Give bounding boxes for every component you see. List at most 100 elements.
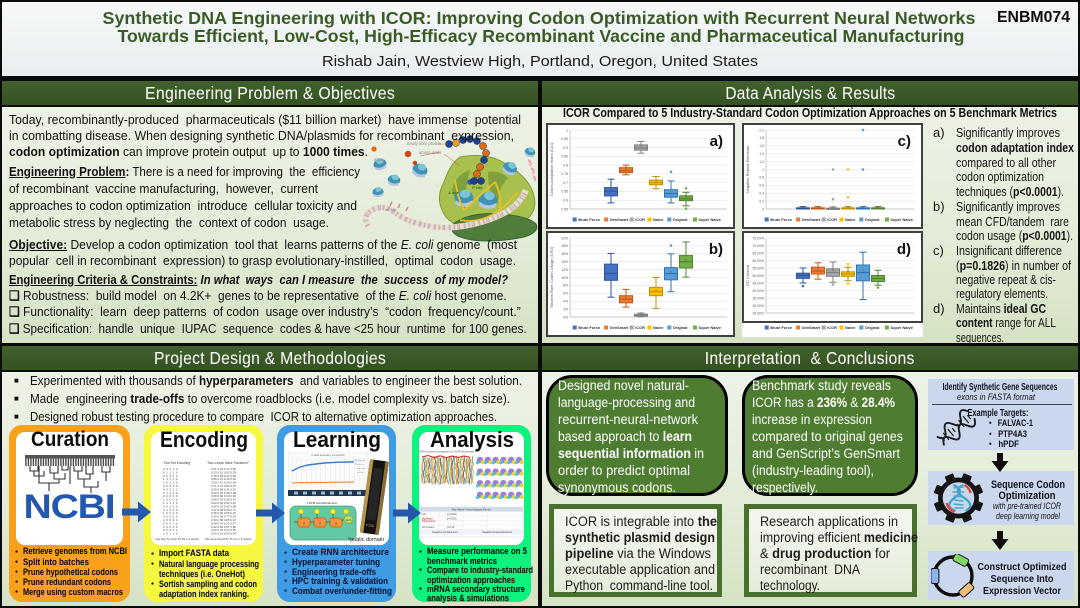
svg-text:GenSmart: GenSmart <box>802 325 821 330</box>
svg-text:1.6: 1.6 <box>759 144 764 148</box>
svg-text:P site: P site <box>472 185 483 190</box>
svg-text:1.8: 1.8 <box>759 136 764 140</box>
svg-text:0.92 0.16 0.00 0.94: 0.92 0.16 0.00 0.94 <box>211 532 236 536</box>
svg-text:2%: 2% <box>563 307 568 311</box>
svg-text:GenSmart: GenSmart <box>610 325 629 330</box>
svg-text:×: × <box>862 269 864 273</box>
svg-text:1 1 1 1 0: 1 1 1 1 0 <box>163 477 178 481</box>
svg-text:0.08 0.60 0.03 0.20: 0.08 0.60 0.03 0.20 <box>211 494 236 498</box>
svg-text:0 0 0 1 0: 0 0 0 1 0 <box>163 467 178 471</box>
svg-text:Naive: Naive <box>653 325 664 330</box>
svg-text:“One Hot Encoding”: “One Hot Encoding” <box>163 461 191 465</box>
svg-text:GenSmart: GenSmart <box>610 217 629 222</box>
svg-text:×: × <box>655 179 657 183</box>
svg-text:×: × <box>655 288 657 292</box>
svg-text:Naive: Naive <box>845 217 856 222</box>
svg-text:0.2: 0.2 <box>759 199 764 203</box>
svg-text:val acc: val acc <box>357 464 365 466</box>
svg-text:b): b) <box>709 241 723 258</box>
svg-text:“Non-Linear Value Transform”: “Non-Linear Value Transform” <box>207 461 249 465</box>
svg-text:“Gly Glu Tyr Asp” Pi 20 x 4 Ve: “Gly Glu Tyr Asp” Pi 20 x 4 Vector <box>155 537 199 541</box>
svg-text:0.65: 0.65 <box>561 190 568 194</box>
svg-text:0.61 0.91 0.47 0.55: 0.61 0.91 0.47 0.55 <box>211 467 236 471</box>
svg-text:×: × <box>640 312 642 316</box>
svg-text:ICOR: ICOR <box>635 325 645 330</box>
svg-text:GC Content: GC Content <box>745 264 750 286</box>
svg-text:Negative Cis Elements: Negative Cis Elements <box>432 531 458 534</box>
svg-text:0 0 0 0 0: 0 0 0 0 0 <box>163 484 178 488</box>
svg-text:1 0 1 1 0: 1 0 1 1 0 <box>163 481 178 485</box>
svg-text:Original: Original <box>865 217 880 222</box>
svg-text:0.4: 0.4 <box>759 192 764 196</box>
svg-text:1: 1 <box>566 128 568 132</box>
svg-text:Original: Original <box>673 325 688 330</box>
svg-text:newly born protein: newly born protein <box>407 141 442 146</box>
svg-text:×: × <box>625 167 627 171</box>
svg-text:0: 0 <box>762 207 764 211</box>
svg-text:0.60 0.76 0.38 0.59: 0.60 0.76 0.38 0.59 <box>211 491 236 495</box>
svg-text:1 0 0 0 0: 1 0 0 0 0 <box>163 498 178 502</box>
svg-text:0 1 0 0 0: 0 1 0 0 0 <box>163 508 178 512</box>
svg-text:0.23 0.15 0.93 0.39: 0.23 0.15 0.93 0.39 <box>211 470 236 474</box>
svg-text:Original: Original <box>673 217 688 222</box>
svg-text:×: × <box>625 295 627 299</box>
svg-text:0 0 0 0 0: 0 0 0 0 0 <box>163 474 178 478</box>
svg-text:0.98 0.34 0.36 0.14: 0.98 0.34 0.36 0.14 <box>211 498 236 502</box>
svg-text:16%: 16% <box>561 252 568 256</box>
svg-text:c): c) <box>898 133 911 150</box>
svg-text:55.00%: 55.00% <box>753 266 765 270</box>
svg-text:Original: Original <box>865 325 880 330</box>
svg-text:0.53 0.41 0.23 0.34: 0.53 0.41 0.23 0.34 <box>211 481 236 485</box>
svg-text:0 1 1 0 0: 0 1 1 0 0 <box>163 491 178 495</box>
svg-text:σ: σ <box>303 522 306 526</box>
svg-text:75.00%: 75.00% <box>753 236 765 240</box>
svg-text:×: × <box>862 205 864 209</box>
svg-text:GenSmart: GenSmart <box>802 217 821 222</box>
svg-text:GC Content: GC Content <box>422 526 434 529</box>
svg-text:0.95: 0.95 <box>561 137 568 141</box>
svg-text:0.75: 0.75 <box>561 172 568 176</box>
svg-text:0 0 0 1 1: 0 0 0 1 1 <box>163 487 178 491</box>
svg-text:×: × <box>685 195 687 199</box>
svg-text:4%: 4% <box>563 300 568 304</box>
svg-text:0 0 0 0 1: 0 0 0 0 1 <box>163 528 178 532</box>
svg-text:tanh: tanh <box>346 518 352 522</box>
svg-text:×: × <box>802 205 804 209</box>
svg-text:0.6: 0.6 <box>563 199 568 203</box>
svg-text:0.78 0.82 0.27 0.59: 0.78 0.82 0.27 0.59 <box>211 474 236 478</box>
svg-text:×: × <box>640 144 642 148</box>
svg-text:LSTM cell architecture: LSTM cell architecture <box>307 501 337 505</box>
svg-text:0.09 0.80 0.41 0.15: 0.09 0.80 0.41 0.15 <box>211 487 236 491</box>
svg-text:a): a) <box>710 133 723 150</box>
svg-text:×: × <box>832 205 834 209</box>
svg-text:0.6: 0.6 <box>759 184 764 188</box>
svg-text:10%: 10% <box>561 276 568 280</box>
svg-text:Super Naive: Super Naive <box>698 217 721 222</box>
svg-text:Negative Repeat Elements: Negative Repeat Elements <box>482 531 512 534</box>
svg-text:0.30 0.38 0.77 0.03: 0.30 0.38 0.77 0.03 <box>211 515 236 519</box>
svg-text:6%: 6% <box>563 292 568 296</box>
svg-text:A site: A site <box>447 190 460 195</box>
svg-text:12%: 12% <box>561 268 568 272</box>
svg-text:Significant: Significant <box>422 518 433 521</box>
svg-text:model accuracy vs epochs: model accuracy vs epochs <box>312 453 346 457</box>
svg-text:1 0 0 0 0: 1 0 0 0 0 <box>163 511 178 515</box>
svg-text:V100: V100 <box>365 523 374 528</box>
svg-text:d): d) <box>897 241 911 258</box>
svg-text:Naive: Naive <box>845 325 856 330</box>
svg-text:*public domain: *public domain <box>348 537 384 543</box>
svg-text:×: × <box>832 269 834 273</box>
svg-text:0 0 0 0 0: 0 0 0 0 0 <box>163 525 178 529</box>
svg-text:35.00%: 35.00% <box>753 296 765 300</box>
svg-text:Negative Repeat Elements: Negative Repeat Elements <box>745 146 750 194</box>
svg-text:1.2: 1.2 <box>759 160 764 164</box>
svg-text:×: × <box>847 270 849 274</box>
svg-text:1 1 1 1 0: 1 1 1 1 0 <box>163 501 178 505</box>
svg-text:Two-Tailed T-test Analysis Res: Two-Tailed T-test Analysis Result <box>451 507 490 511</box>
svg-text:0.7: 0.7 <box>563 181 568 185</box>
svg-text:0.47 0.68 0.35 0.71: 0.47 0.68 0.35 0.71 <box>211 508 236 512</box>
svg-text:40.00%: 40.00% <box>753 289 765 293</box>
svg-text:0.8: 0.8 <box>759 176 764 180</box>
svg-text:1.4: 1.4 <box>759 152 764 156</box>
svg-text:Super Naive: Super Naive <box>890 217 913 222</box>
